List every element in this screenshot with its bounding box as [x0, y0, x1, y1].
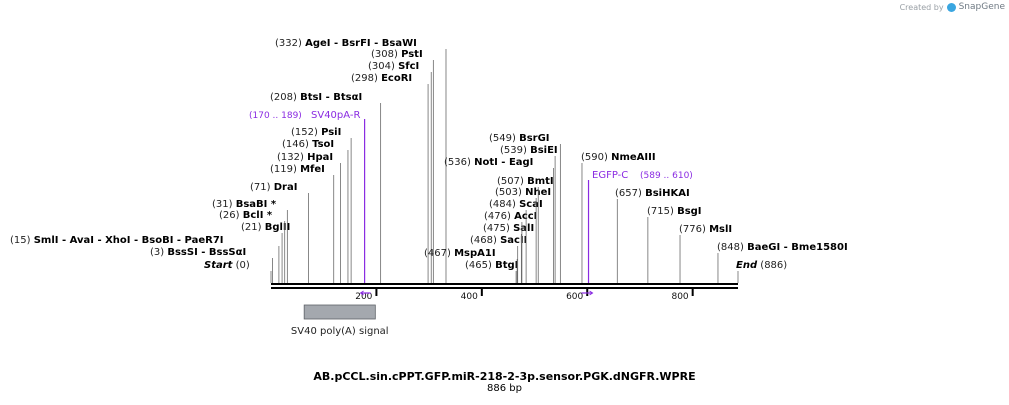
primer-arrowhead [359, 290, 364, 296]
site-label: (332) AgeI - BsrFI - BsaWI [275, 38, 417, 49]
site-label: (119) MfeI [270, 164, 325, 175]
site-label: (484) ScaI [489, 199, 543, 210]
feature-label: SV40 poly(A) signal [291, 326, 389, 337]
site-label: (308) PstI [371, 49, 423, 60]
site-label: (590) NmeAIII [581, 152, 656, 163]
primer-arrowhead [589, 290, 594, 296]
site-label: (467) MspA1I [424, 248, 496, 259]
site-label: (26) BclI * [219, 210, 273, 221]
site-label: (15) SmlI - AvaI - XhoI - BsoBI - PaeR7I [10, 235, 224, 246]
created-by-credit: Created by SnapGene [900, 2, 1005, 12]
site-label: (539) BsiEI [500, 145, 558, 156]
site-label: (31) BsaBI * [212, 199, 277, 210]
feature-box [303, 304, 376, 320]
site-label: (549) BsrGI [489, 133, 550, 144]
site-label: (776) MslI [679, 224, 732, 235]
site-label: (848) BaeGI - Bme1580I [717, 242, 848, 253]
axis-tick-label: 200 [355, 292, 372, 302]
plasmid-length: 886 bp [487, 383, 522, 394]
site-label: (304) SfcI [368, 61, 419, 72]
axis-tick-label: 600 [566, 292, 583, 302]
primer-name: SV40pA-R [311, 110, 360, 121]
axis-tick-label: 800 [671, 292, 688, 302]
site-label: (298) EcoRI [351, 73, 412, 84]
site-label: (146) TsoI [282, 139, 334, 150]
site-label: (507) BmtI [497, 176, 554, 187]
site-label: (71) DraI [250, 182, 297, 193]
site-label: (152) PsiI [291, 127, 341, 138]
primer-range: (170 .. 189) [249, 111, 302, 121]
site-label: (476) AccI [484, 211, 537, 222]
site-label: (715) BsgI [647, 206, 702, 217]
site-label: (132) HpaI [277, 152, 333, 163]
credit-brand: SnapGene [958, 2, 1005, 12]
credit-prefix: Created by [899, 2, 944, 12]
site-label: (503) NheI [495, 187, 551, 198]
site-label: (657) BsiHKAI [615, 188, 690, 199]
site-label: (21) BglII [241, 222, 290, 233]
site-label: (208) BtsI - BtsαI [270, 92, 362, 103]
site-label: (468) SacII [470, 235, 527, 246]
primer-range: (589 .. 610) [640, 171, 693, 181]
axis-tick-label: 400 [461, 292, 478, 302]
snapgene-logo-icon [946, 2, 956, 12]
primer-name: EGFP-C [592, 170, 628, 181]
site-label: (536) NotI - EagI [444, 157, 533, 168]
site-label: (475) SalI [483, 223, 534, 234]
site-label: (465) BtgI [465, 260, 518, 271]
site-label: Start (0) [204, 260, 250, 271]
plasmid-name: AB.pCCL.sin.cPPT.GFP.miR-218-2-3p.sensor… [313, 370, 696, 383]
site-label: End (886) [736, 260, 787, 271]
site-label: (3) BssSI - BssSαI [150, 247, 246, 258]
